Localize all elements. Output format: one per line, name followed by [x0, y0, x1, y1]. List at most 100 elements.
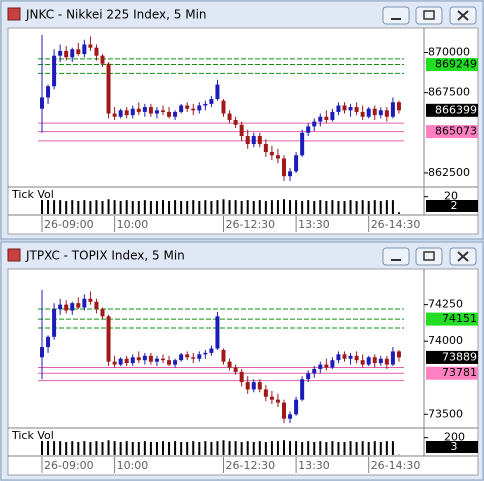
window-icon	[7, 7, 21, 21]
candle-body	[40, 97, 44, 109]
x-tick-label: 26-14:30	[371, 459, 421, 472]
level-tag-label: 73781	[442, 366, 477, 379]
candle-body	[100, 309, 105, 317]
candle-body	[330, 111, 335, 120]
candle-body	[64, 50, 69, 58]
candle-body	[263, 144, 268, 153]
candle-body	[64, 304, 69, 311]
candle-body	[130, 108, 135, 116]
candle-body	[360, 360, 365, 365]
candle-body	[257, 382, 262, 390]
candle-body	[209, 99, 214, 104]
candle-body	[118, 110, 123, 117]
candle-body	[58, 50, 63, 56]
candle-body	[330, 360, 335, 368]
candle-body	[263, 389, 268, 397]
y-tick-label: 200	[444, 431, 465, 444]
candle-body	[336, 105, 341, 112]
candle-body	[390, 102, 395, 117]
window-title: JTPXC - TOPIX Index, 5 Min	[25, 249, 185, 263]
y-tick-label: 870000	[428, 45, 470, 58]
candle-body	[142, 355, 147, 361]
candle-body	[294, 155, 299, 172]
candle-body	[46, 336, 51, 348]
volume-label-bg	[10, 189, 66, 200]
candle-body	[167, 111, 172, 117]
candle-body	[275, 155, 280, 159]
x-tick-label: 26-12:30	[226, 459, 276, 472]
maximize-button[interactable]	[415, 247, 443, 266]
maximize-glyph	[423, 251, 435, 261]
y-tick-label: 74000	[428, 334, 463, 347]
candle-body	[288, 171, 293, 177]
maximize-glyph	[423, 10, 435, 20]
candle-body	[221, 100, 226, 114]
candle-body	[354, 107, 359, 112]
level-tag	[426, 312, 478, 326]
minimize-button[interactable]	[382, 247, 410, 266]
candle-body	[148, 355, 153, 362]
candle-body	[227, 361, 232, 368]
candle-body	[203, 352, 208, 355]
last-price-label: 73889	[442, 350, 477, 363]
candle-body	[76, 303, 81, 308]
candle-body	[52, 309, 57, 337]
candle-body	[173, 360, 178, 365]
last-volume-tag	[426, 441, 478, 453]
candle-body	[342, 105, 347, 111]
candle-body	[348, 107, 353, 111]
candle-body	[209, 348, 214, 353]
candle-body	[215, 316, 220, 349]
level-tag-label: 74151	[442, 312, 477, 325]
candle-body	[318, 116, 323, 122]
close-glyph	[457, 10, 469, 21]
candle-body	[124, 110, 129, 116]
maximize-button[interactable]	[415, 6, 443, 25]
candle-body	[300, 379, 305, 400]
candle-body	[282, 402, 286, 419]
x-tick-label: 13:30	[298, 459, 330, 472]
candle-body	[245, 382, 250, 390]
candle-body	[239, 371, 244, 383]
level-tag-label: 869249	[435, 58, 477, 71]
y-tick-label: 20	[444, 190, 458, 203]
candle-body	[52, 55, 57, 87]
candle-body	[161, 110, 165, 112]
candle-body	[282, 158, 286, 177]
candle-body	[378, 110, 383, 116]
candle-body	[197, 105, 202, 111]
candle-body	[294, 399, 299, 415]
close-glyph	[457, 251, 469, 262]
y-tick-label: 867500	[428, 86, 470, 99]
level-tag	[426, 58, 478, 72]
last-volume-label: 2	[451, 199, 458, 212]
last-price-tag	[426, 103, 478, 117]
candle-body	[191, 108, 196, 111]
candle-body	[227, 113, 232, 120]
candle-body	[94, 47, 99, 56]
candle-body	[185, 354, 190, 358]
candle-body	[336, 354, 341, 361]
candle-body	[82, 44, 87, 55]
candle-body	[197, 354, 202, 359]
last-price-tag	[426, 350, 478, 364]
y-tick-label: 74250	[428, 298, 463, 311]
volume-label: Tick Vol	[11, 429, 54, 442]
level-tag	[426, 125, 478, 139]
candle-body	[251, 136, 256, 145]
candle-body	[306, 126, 311, 133]
candle-body	[372, 357, 377, 364]
candle-body	[70, 303, 75, 311]
candle-body	[106, 316, 111, 362]
candle-body	[185, 105, 190, 109]
candle-body	[396, 351, 401, 358]
candle-body	[112, 361, 117, 365]
x-tick-label: 10:00	[117, 218, 149, 231]
last-volume-tag	[426, 200, 478, 212]
candle-body	[142, 107, 147, 112]
candle-body	[318, 364, 323, 369]
minimize-button[interactable]	[382, 6, 410, 25]
candle-body	[324, 364, 329, 368]
